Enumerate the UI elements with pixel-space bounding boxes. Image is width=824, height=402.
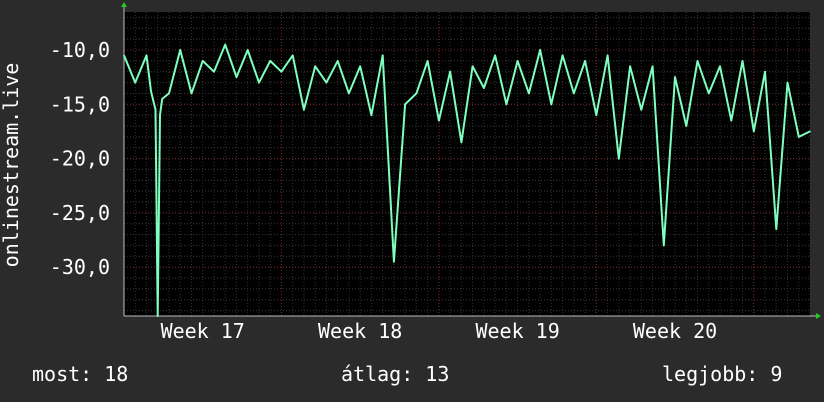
data-point	[640, 108, 643, 111]
data-point	[753, 130, 755, 133]
data-point	[179, 49, 181, 51]
y-tick-label: -10,0	[50, 38, 110, 62]
data-point	[460, 141, 463, 144]
data-point	[651, 65, 654, 68]
data-point	[235, 76, 238, 78]
data-point	[224, 43, 226, 46]
data-point	[348, 92, 350, 95]
data-point	[798, 136, 800, 138]
data-point	[618, 157, 620, 160]
x-tick-label: Week 17	[161, 319, 245, 343]
data-point	[156, 315, 159, 317]
y-tick-label: -20,0	[50, 147, 110, 171]
legend-best: legjobb: 9	[662, 362, 783, 386]
data-point	[696, 60, 699, 62]
legend-current: most: 18	[32, 362, 129, 386]
data-point	[595, 114, 598, 116]
x-axis-arrow	[816, 313, 821, 319]
x-tick-label: Week 19	[475, 319, 559, 343]
data-point	[393, 260, 395, 263]
grid	[123, 12, 811, 316]
data-point	[663, 244, 665, 247]
data-point	[303, 108, 305, 111]
data-point	[438, 119, 440, 122]
data-point	[359, 65, 362, 68]
data-point	[730, 119, 733, 122]
y-tick-label: -25,0	[50, 201, 110, 225]
data-point	[786, 81, 789, 84]
data-point	[674, 76, 676, 78]
data-point	[516, 60, 519, 62]
data-point	[370, 114, 373, 116]
data-point	[505, 103, 508, 106]
data-point	[280, 70, 283, 73]
data-point	[584, 60, 586, 62]
data-point	[404, 103, 406, 106]
data-point	[291, 54, 294, 57]
data-point	[528, 92, 530, 95]
data-point	[471, 65, 474, 68]
data-point	[269, 60, 272, 62]
data-point	[325, 81, 328, 84]
data-point	[775, 228, 778, 230]
data-point	[168, 92, 170, 95]
x-tick-label: Week 20	[633, 319, 717, 343]
data-point	[449, 70, 451, 73]
data-point	[561, 54, 564, 57]
data-point	[381, 54, 384, 57]
data-point	[190, 92, 193, 95]
data-point	[764, 70, 766, 73]
data-point	[550, 103, 553, 106]
data-point	[483, 87, 485, 89]
data-point	[415, 92, 418, 95]
data-point	[426, 60, 429, 62]
data-point	[258, 81, 260, 84]
y-axis-arrow	[121, 2, 127, 7]
data-point	[150, 90, 152, 93]
data-point	[719, 65, 721, 68]
data-point	[159, 114, 161, 116]
data-point	[573, 92, 575, 95]
data-point	[606, 54, 609, 57]
tick-labels: -10,0 -15,0 -20,0 -25,0 -30,0 Week 17 Week 18 W…	[50, 38, 717, 343]
y-tick-label: -30,0	[50, 255, 110, 279]
x-tick-label: Week 18	[318, 319, 402, 343]
legend-average: átlag: 13	[341, 362, 450, 386]
data-point	[154, 108, 157, 111]
data-point	[145, 54, 148, 57]
data-point	[246, 49, 249, 51]
data-point	[336, 60, 339, 62]
data-point	[314, 65, 317, 68]
data-point	[685, 125, 688, 127]
data-point	[161, 98, 163, 100]
data-point	[809, 130, 811, 133]
y-axis-label: onlinestream.live	[0, 63, 23, 268]
data-point	[539, 49, 541, 51]
data-point	[494, 54, 496, 57]
data-point	[134, 81, 136, 84]
data-point	[213, 70, 215, 73]
data-point	[123, 54, 125, 57]
data-point	[741, 60, 744, 62]
plot-background	[124, 12, 810, 316]
series-layer	[123, 43, 811, 317]
series-line	[123, 43, 811, 317]
data-point	[201, 60, 204, 62]
data-point	[629, 65, 631, 68]
data-point	[708, 92, 710, 95]
y-tick-label: -15,0	[50, 92, 110, 116]
